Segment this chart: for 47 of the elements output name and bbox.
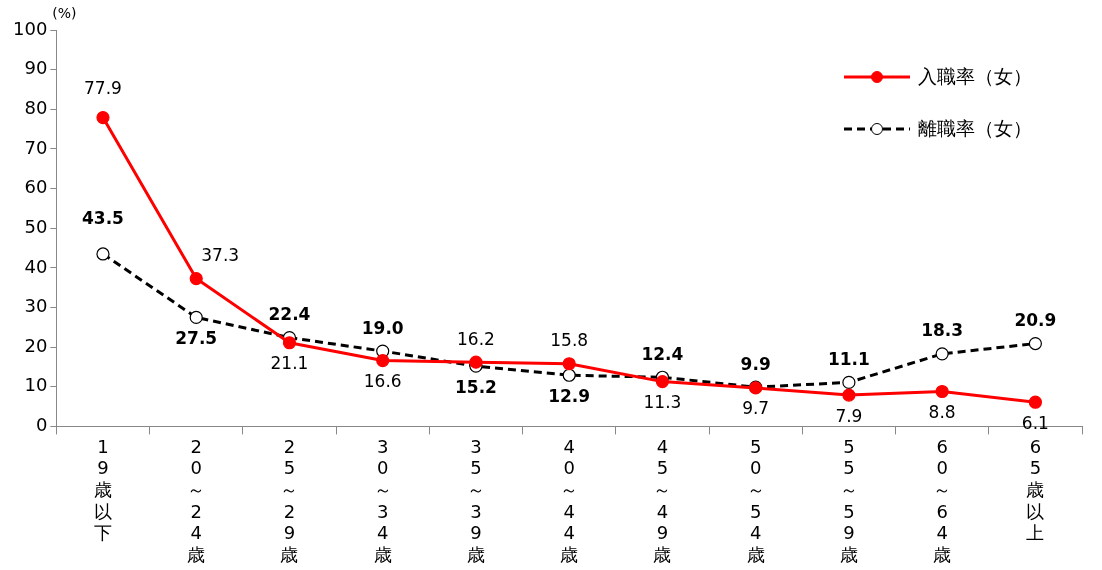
legend-label: 離職率（女） <box>918 116 1032 141</box>
y-axis-title: (%) <box>52 4 77 21</box>
y-tick-label: 60 <box>24 176 48 198</box>
data-label: 15.8 <box>550 330 589 351</box>
y-tick-label: 40 <box>24 255 48 277</box>
data-label: 20.9 <box>1014 309 1057 330</box>
x-tick-label: 20～24歳 <box>187 435 206 565</box>
y-tick-label: 100 <box>13 17 48 39</box>
data-label: 8.8 <box>928 401 956 422</box>
y-tick-label: 0 <box>35 414 48 436</box>
y-tick-label: 30 <box>24 295 48 317</box>
data-label: 11.1 <box>827 348 870 369</box>
x-tick-label: 35～39歳 <box>466 435 485 565</box>
data-label: 12.9 <box>548 385 591 406</box>
x-tick-label: 65歳以上 <box>1026 435 1045 544</box>
x-tick-label: 60～64歳 <box>933 435 952 565</box>
data-label: 37.3 <box>201 244 240 265</box>
data-label: 6.1 <box>1021 412 1049 433</box>
data-label: 21.1 <box>270 353 309 374</box>
data-label: 18.3 <box>921 320 964 341</box>
y-tick-label: 20 <box>24 334 48 356</box>
data-label: 15.2 <box>454 376 497 397</box>
data-label: 16.6 <box>363 371 402 392</box>
data-label: 9.9 <box>740 353 771 374</box>
y-tick-label: 80 <box>24 96 48 118</box>
y-tick-label: 90 <box>24 57 48 79</box>
data-label: 16.2 <box>457 328 495 349</box>
data-label: 27.5 <box>175 327 218 348</box>
data-label: 11.3 <box>643 392 682 413</box>
x-tick-label: 19歳以下 <box>93 435 112 544</box>
data-label: 19.0 <box>361 317 404 338</box>
data-label: 22.4 <box>268 304 311 325</box>
x-tick-label: 45～49歳 <box>653 435 672 565</box>
y-tick-label: 70 <box>24 136 48 158</box>
data-label: 43.5 <box>82 208 124 229</box>
y-tick-label: 10 <box>24 374 48 396</box>
x-tick-label: 30～34歳 <box>373 435 392 565</box>
data-label: 12.4 <box>641 343 684 364</box>
data-label: 9.7 <box>742 398 770 419</box>
x-tick-label: 55～59歳 <box>839 435 858 565</box>
data-label: 77.9 <box>84 78 122 99</box>
legend-label: 入職率（女） <box>918 64 1032 89</box>
x-tick-label: 25～29歳 <box>280 435 299 565</box>
data-label: 7.9 <box>835 405 863 426</box>
y-tick-label: 50 <box>24 215 48 237</box>
x-tick-label: 50～54歳 <box>746 435 765 565</box>
x-tick-label: 40～44歳 <box>560 435 579 565</box>
